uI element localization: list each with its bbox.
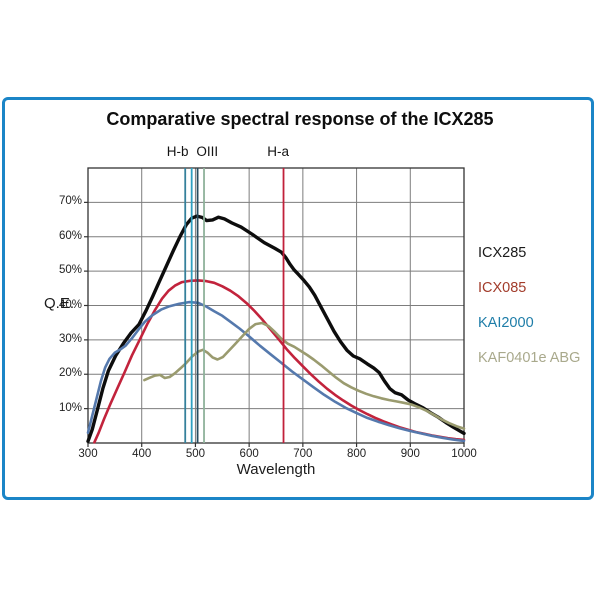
chart-panel [2,97,594,500]
y-tick-label-60: 60% [58,229,82,242]
y-tick-label-40: 40% [58,298,82,311]
x-tick-label-800: 800 [346,448,367,460]
legend-item-icx085: ICX085 [478,280,527,296]
x-tick-label-1000: 1000 [451,448,477,460]
chart-title: Comparative spectral response of the ICX… [106,109,494,129]
marker-label-oiii: OIII [196,144,219,159]
x-tick-label-500: 500 [185,448,206,460]
series-kaf0401e-abg [143,321,466,430]
marker-label-h-a: H-a [267,144,290,159]
x-tick-label-300: 300 [78,448,98,460]
legend-item-icx285: ICX285 [478,245,527,261]
y-tick-label-10: 10% [58,401,82,414]
plot-frame [87,167,465,444]
y-axis-title: Q.E. [43,295,74,312]
y-tick-label-30: 30% [58,332,82,345]
y-tick-label-70: 70% [58,195,82,208]
x-tick-label-900: 900 [400,448,420,460]
legend-item-kaf0401e-abg: KAF0401e ABG [478,350,581,366]
x-tick-label-600: 600 [239,448,259,460]
x-axis-title: Wavelength [236,461,316,478]
y-tick-label-20: 20% [58,367,82,380]
legend: ICX285 ICX085 KAI2000 KAF0401e ABG [478,245,596,385]
x-tick-label-400: 400 [132,448,152,460]
series-kai2000 [86,300,466,443]
marker-label-h-b: H-b [166,144,189,159]
x-tick-label-700: 700 [293,448,313,460]
legend-item-kai2000: KAI2000 [478,315,534,331]
y-tick-label-50: 50% [58,264,82,277]
